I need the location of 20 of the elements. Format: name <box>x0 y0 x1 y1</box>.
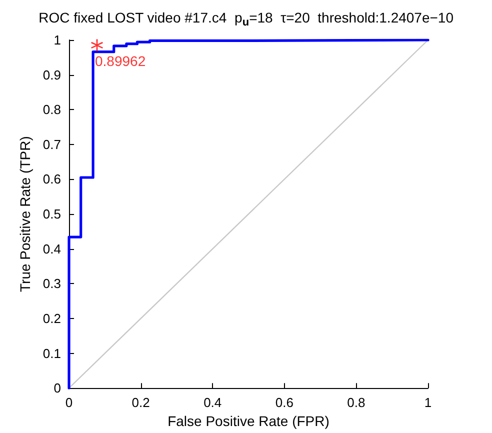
annotation: 0.89962 <box>95 53 146 70</box>
y-tick-label: 0.3 <box>42 276 61 292</box>
x-tick-label: 0.4 <box>204 395 222 410</box>
y-tick-label: 0.6 <box>42 172 61 187</box>
y-tick-label: 0.1 <box>42 346 61 361</box>
y-tick-label: 1 <box>54 32 61 48</box>
x-tick-label: 1 <box>424 395 432 410</box>
y-axis-title: True Positive Rate (TPR) <box>17 136 34 292</box>
x-axis-title: False Positive Rate (FPR) <box>168 413 330 429</box>
y-tick-label: 0.2 <box>42 310 61 326</box>
x-tick-label: 0.8 <box>347 395 366 410</box>
y-tick-label: 0.7 <box>42 136 61 152</box>
y-tick-label: 0 <box>54 380 61 396</box>
x-tick-label: 0.6 <box>275 395 294 410</box>
y-tick-label: 0.8 <box>42 102 61 118</box>
x-tick-label: 0.2 <box>132 395 150 410</box>
y-tick-label: 0.5 <box>42 206 61 222</box>
y-tick-label: 0.4 <box>42 241 61 256</box>
x-tick-label: 0 <box>65 395 73 410</box>
y-tick-label: 0.9 <box>42 67 61 82</box>
